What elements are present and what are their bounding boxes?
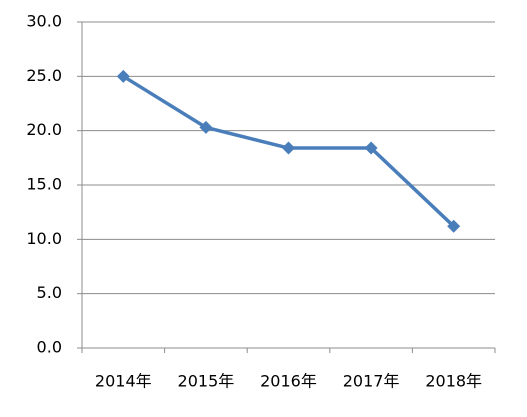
y-tick-label: 20.0 (26, 120, 62, 139)
y-tick-label: 30.0 (26, 12, 62, 31)
x-tick-label: 2017年 (343, 372, 400, 391)
x-tick-label: 2016年 (260, 372, 317, 391)
data-marker (447, 219, 461, 233)
data-marker (282, 141, 295, 155)
data-marker (116, 69, 130, 83)
x-tick-label: 2015年 (178, 372, 235, 391)
y-tick-label: 5.0 (37, 283, 62, 302)
x-tick-label: 2014年 (95, 372, 152, 391)
x-tick-label: 2018年 (425, 372, 482, 391)
y-tick-label: 10.0 (26, 229, 62, 248)
y-tick-label: 0.0 (37, 338, 62, 357)
y-tick-label: 25.0 (26, 66, 62, 85)
data-marker (364, 141, 378, 155)
y-tick-label: 15.0 (26, 175, 62, 194)
data-marker (199, 120, 213, 134)
